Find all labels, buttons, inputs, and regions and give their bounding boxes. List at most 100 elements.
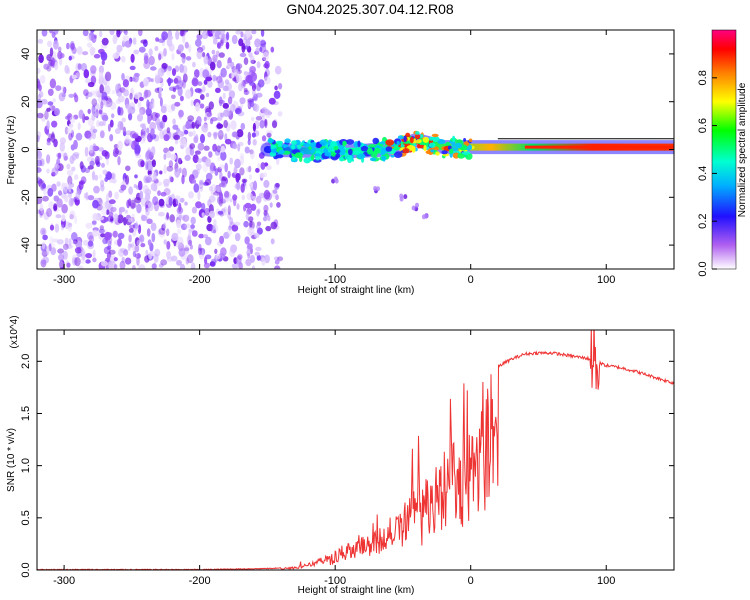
- noise-blob: [214, 248, 218, 254]
- noise-blob: [152, 196, 159, 206]
- noise-blob: [271, 189, 278, 198]
- noise-blob: [252, 122, 256, 132]
- noise-blob: [38, 91, 44, 98]
- spectrogram-x-ticks: -300 -200 -100 0 100: [53, 30, 615, 286]
- noise-blob: [158, 263, 164, 268]
- noise-blob: [68, 222, 73, 228]
- noise-blob: [101, 60, 105, 65]
- noise-blob: [146, 99, 150, 109]
- noise-blob: [161, 62, 168, 70]
- noise-blob: [166, 127, 171, 134]
- snr-line: [37, 330, 674, 570]
- noise-blob: [201, 45, 206, 51]
- noise-blob: [261, 257, 266, 266]
- noise-blob: [108, 211, 114, 219]
- noise-blob: [243, 89, 249, 96]
- noise-blob: [255, 167, 260, 173]
- noise-blob: [150, 222, 157, 232]
- noise-blob: [148, 252, 153, 260]
- colorbar-tick-label: 0.6: [697, 118, 709, 133]
- noise-blob: [145, 160, 149, 171]
- noise-blob: [259, 172, 265, 179]
- noise-blob: [66, 262, 71, 268]
- noise-blob: [257, 208, 261, 214]
- noise-blob: [46, 107, 51, 112]
- noise-blob: [117, 95, 125, 103]
- noise-blob: [154, 112, 160, 118]
- noise-blob: [148, 201, 154, 212]
- noise-blob: [99, 130, 105, 139]
- noise-blob: [276, 202, 281, 209]
- y-tick-label: -20: [20, 189, 32, 205]
- noise-blob: [134, 237, 140, 246]
- noise-blob: [166, 257, 174, 262]
- band-blob: [422, 136, 429, 143]
- noise-blob: [68, 182, 72, 193]
- noise-blob: [178, 202, 182, 213]
- noise-blob: [208, 151, 213, 158]
- noise-blob: [176, 219, 182, 229]
- band-blob: [393, 151, 403, 158]
- snr-frame: [36, 329, 675, 571]
- noise-blob: [109, 134, 114, 142]
- noise-blob: [240, 155, 245, 166]
- noise-blob: [105, 209, 110, 215]
- noise-blob: [87, 108, 91, 115]
- noise-blob: [271, 120, 278, 129]
- noise-blob: [67, 190, 73, 199]
- noise-blob: [181, 174, 185, 185]
- noise-blob: [129, 65, 136, 71]
- noise-blob: [171, 232, 179, 242]
- noise-blob: [57, 46, 62, 53]
- noise-blob: [66, 244, 73, 249]
- noise-blob: [49, 30, 54, 34]
- noise-blob: [216, 185, 221, 193]
- noise-blob: [239, 52, 247, 58]
- noise-blob: [181, 65, 188, 74]
- noise-blob: [201, 212, 205, 218]
- noise-blob: [109, 30, 115, 36]
- x-tick-label: 0: [468, 274, 474, 286]
- y-tick-label: -40: [20, 237, 32, 253]
- noise-blob: [263, 212, 270, 218]
- noise-blob: [139, 109, 143, 116]
- noise-blob: [257, 79, 265, 88]
- noise-blob: [151, 159, 156, 168]
- colorbar-tick-label: 0.4: [697, 166, 709, 181]
- noise-blob: [250, 203, 257, 211]
- noise-blob: [185, 257, 189, 265]
- noise-blob: [110, 206, 117, 212]
- noise-blob: [83, 239, 89, 246]
- noise-blob: [128, 234, 132, 243]
- noise-blob: [68, 238, 72, 246]
- noise-blob: [216, 59, 222, 69]
- noise-blob: [98, 121, 105, 127]
- noise-blob: [234, 69, 239, 77]
- noise-blob: [168, 160, 174, 168]
- noise-blob: [263, 76, 271, 85]
- noise-blob: [240, 183, 245, 193]
- noise-blob: [133, 49, 140, 55]
- noise-blob: [102, 120, 106, 127]
- noise-blob: [51, 120, 58, 128]
- noise-blob: [239, 97, 246, 105]
- noise-blob: [192, 130, 196, 137]
- noise-blob: [153, 171, 157, 181]
- noise-blob: [223, 119, 228, 129]
- noise-blob: [113, 257, 118, 262]
- noise-blob: [130, 202, 137, 209]
- noise-blob: [140, 123, 145, 128]
- noise-blob: [117, 156, 121, 166]
- band-blob: [441, 150, 448, 155]
- noise-blob: [160, 105, 167, 114]
- noise-blob: [100, 101, 104, 110]
- noise-blob: [195, 201, 202, 209]
- band-blob: [267, 138, 274, 144]
- noise-blob: [123, 89, 129, 97]
- noise-blob: [85, 191, 89, 201]
- noise-blob: [263, 210, 268, 216]
- noise-blob: [256, 221, 262, 227]
- noise-blob: [212, 54, 218, 63]
- noise-blob: [245, 38, 251, 47]
- noise-blob: [167, 65, 172, 72]
